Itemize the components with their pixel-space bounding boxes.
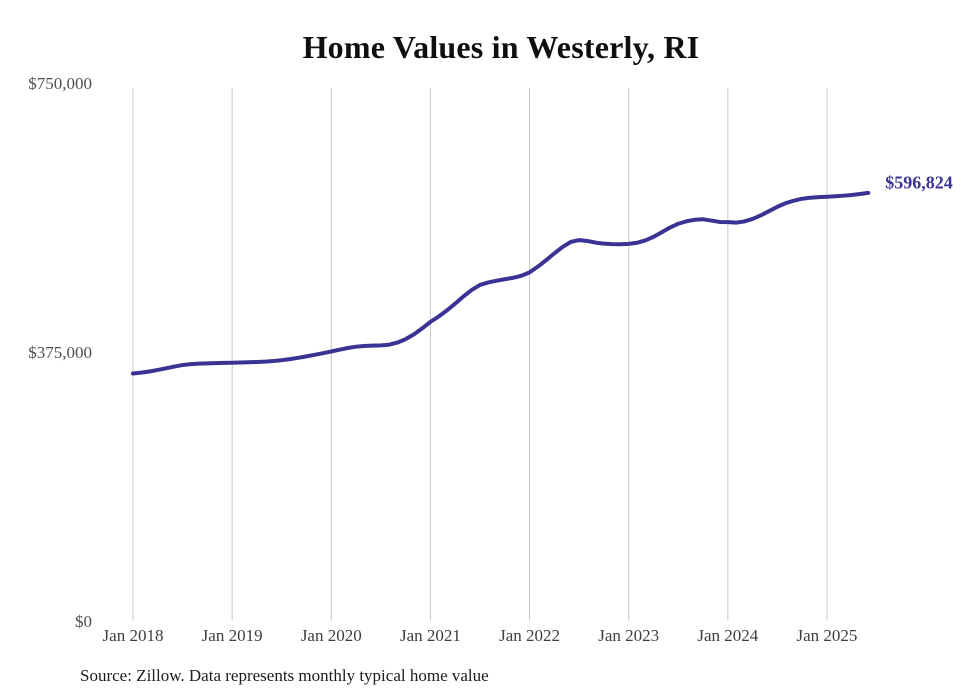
x-tick-label: Jan 2025 xyxy=(797,626,858,645)
chart-title: Home Values in Westerly, RI xyxy=(302,29,700,65)
x-tick-label: Jan 2018 xyxy=(103,626,164,645)
y-tick-label: $750,000 xyxy=(28,74,92,93)
x-tick-label: Jan 2019 xyxy=(202,626,263,645)
y-tick-label: $375,000 xyxy=(28,343,92,362)
source-note: Source: Zillow. Data represents monthly … xyxy=(80,666,489,685)
x-tick-label: Jan 2022 xyxy=(499,626,560,645)
y-tick-label: $0 xyxy=(75,612,92,631)
value-line xyxy=(131,190,871,376)
x-tick-label: Jan 2020 xyxy=(301,626,362,645)
end-value-label: $596,824 xyxy=(885,172,953,192)
x-tick-label: Jan 2024 xyxy=(697,626,758,645)
x-tick-label: Jan 2023 xyxy=(598,626,659,645)
x-tick-label: Jan 2021 xyxy=(400,626,461,645)
